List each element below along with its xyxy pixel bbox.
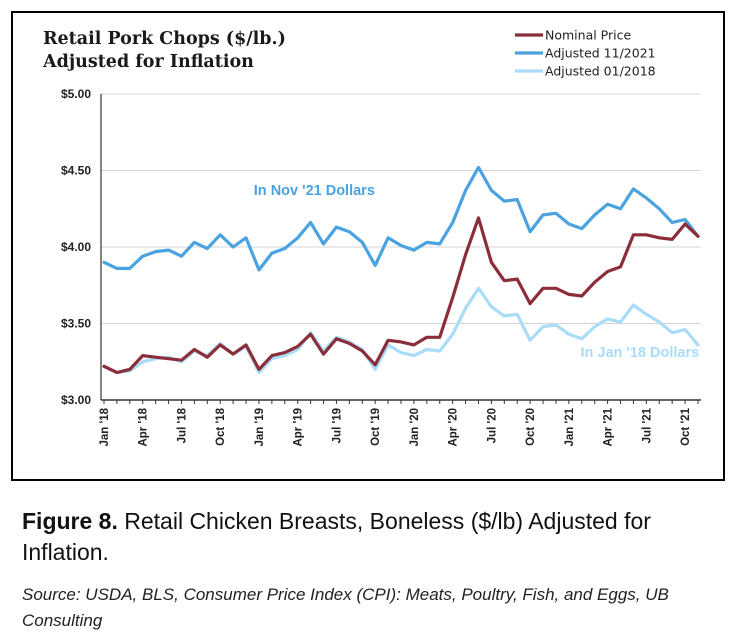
series-line-0 <box>102 216 700 375</box>
x-tick-label: Oct '21 <box>680 407 692 445</box>
pork-chop-price-chart: Retail Pork Chops ($/lb.) Adjusted for I… <box>42 28 701 447</box>
x-tick-label: Jan '20 <box>409 408 421 447</box>
legend: Nominal Price Adjusted 11/2021 Adjusted 01… <box>515 28 656 79</box>
x-tick-label: Jul '21 <box>641 407 653 443</box>
x-tick-label: Jan '19 <box>254 408 266 447</box>
annotations: In Nov '21 Dollars In Jan '18 Dollars <box>254 183 699 361</box>
x-tick-label: Jan '18 <box>99 407 111 446</box>
x-tick-label: Jul '18 <box>176 407 188 443</box>
annotation-label: In Jan '18 Dollars <box>580 345 699 361</box>
chart-title-line-1: Retail Pork Chops ($/lb.) <box>43 29 286 49</box>
x-tick-label: Jul '19 <box>331 408 343 443</box>
series-lines <box>102 165 700 375</box>
annotation-label: In Nov '21 Dollars <box>254 183 375 199</box>
figure-caption: Figure 8. Retail Chicken Breasts, Bonele… <box>22 506 727 568</box>
y-tick-label: $3.00 <box>61 393 91 407</box>
y-tick-label: $4.50 <box>61 164 91 178</box>
x-tick-label: Oct '18 <box>215 407 227 445</box>
chart-frame: Retail Pork Chops ($/lb.) Adjusted for I… <box>11 11 725 481</box>
x-tick-label: Apr '20 <box>448 408 460 447</box>
legend-label: Adjusted 01/2018 <box>545 64 656 79</box>
y-axis-tick-labels: $3.00 $3.50 $4.00 $4.50 $5.00 <box>61 87 91 407</box>
x-tick-label: Apr '19 <box>293 408 305 447</box>
legend-label: Adjusted 11/2021 <box>545 46 656 61</box>
y-tick-label: $4.00 <box>61 240 91 254</box>
figure-caption-text: Retail Chicken Breasts, Boneless ($/lb) … <box>22 508 651 565</box>
x-tick-label: Oct '19 <box>370 408 382 446</box>
figure-label: Figure 8. <box>22 508 118 534</box>
y-tick-label: $3.50 <box>61 317 91 331</box>
x-tick-label: Jul '20 <box>486 408 498 443</box>
x-tick-label: Oct '20 <box>525 408 537 446</box>
chart-title-line-2: Adjusted for Inflation <box>42 52 254 72</box>
y-tick-label: $5.00 <box>61 87 91 101</box>
figure-source: Source: USDA, BLS, Consumer Price Index … <box>22 585 669 630</box>
x-tick-label: Jan '21 <box>564 407 576 446</box>
series-line-1 <box>102 165 700 272</box>
x-axis-tick-labels: Jan '18 Apr '18 Jul '18 Oct '18 Jan '19 Apr '… <box>99 407 692 446</box>
legend-label: Nominal Price <box>545 28 631 43</box>
x-tick-label: Apr '18 <box>138 407 150 446</box>
x-tick-label: Apr '21 <box>603 407 615 446</box>
